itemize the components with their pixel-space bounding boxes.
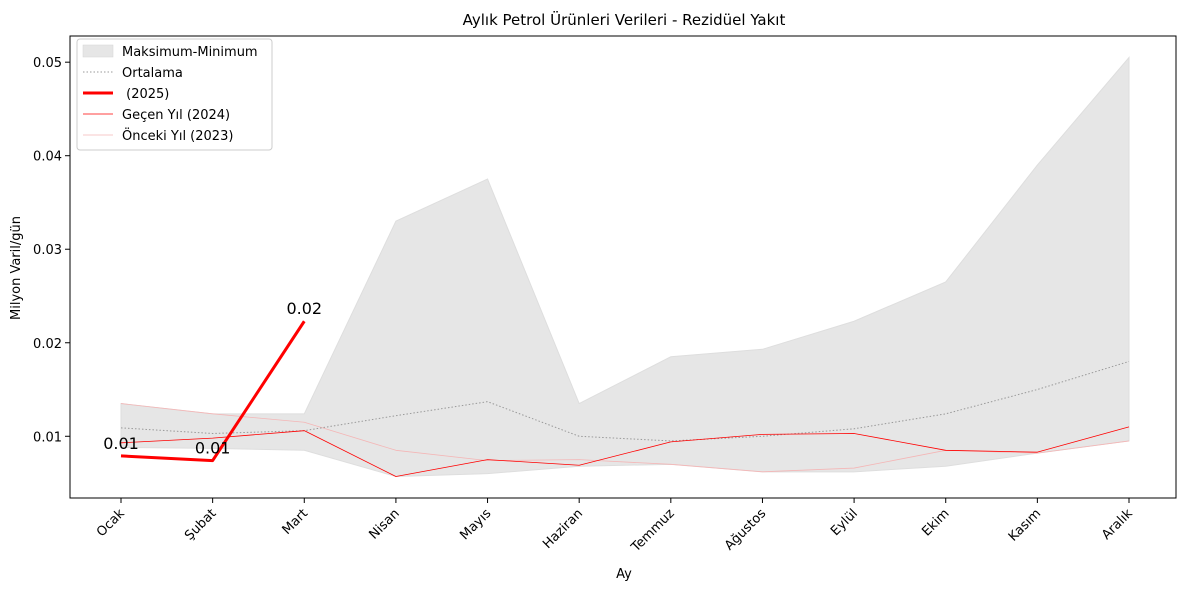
data-label: 0.01 (195, 439, 231, 458)
x-tick-label: Nisan (366, 506, 402, 542)
chart-title: Aylık Petrol Ürünleri Verileri - Rezidüe… (463, 10, 786, 29)
y-tick-label: 0.01 (33, 430, 62, 445)
series-layer (120, 320, 1130, 477)
y-tick-label: 0.03 (33, 243, 62, 258)
y-axis-title: Milyon Varil/gün (9, 216, 24, 320)
y-tick-label: 0.02 (33, 337, 62, 352)
x-tick-label: Mayıs (457, 506, 494, 543)
legend-box (76, 38, 273, 151)
x-axis-title: Ay (616, 567, 632, 582)
x-tick-label: Ocak (94, 506, 128, 540)
x-tick-label: Haziran (540, 506, 586, 552)
x-tick-label: Mart (280, 506, 312, 538)
series-line-1 (120, 320, 306, 463)
legend-swatch-band (82, 44, 114, 58)
series-line-0 (120, 360, 1130, 442)
x-tick-label: Aralık (1099, 506, 1136, 543)
x-axis: Ocak Şubat Mart Nisan Mayıs Haziran Temmuz Ağus… (94, 498, 1136, 556)
legend-label-band: Maksimum-Minimum (122, 45, 258, 60)
data-label: 0.01 (103, 434, 139, 453)
x-tick-label: Şubat (182, 506, 219, 543)
x-tick-label: Eylül (828, 506, 861, 539)
data-label: 0.02 (286, 299, 322, 318)
plot-frame (69, 35, 1177, 499)
y-tick-label: 0.05 (33, 56, 62, 71)
x-tick-label: Ağustos (722, 506, 770, 554)
legend-label-2025: (2025) (122, 87, 169, 102)
series-line-2 (120, 426, 1130, 477)
x-tick-label: Ekim (919, 506, 952, 539)
legend: Maksimum-Minimum Ortalama (2025) Geçen Y… (76, 38, 273, 151)
y-tick-label: 0.04 (33, 150, 62, 165)
legend-label-average: Ortalama (122, 66, 183, 81)
x-tick-label: Kasım (1006, 506, 1044, 544)
x-tick-label: Temmuz (628, 506, 678, 556)
legend-label-2024: Geçen Yıl (2024) (122, 108, 230, 123)
data-label-layer: 0.01 0.01 0.02 (103, 299, 322, 457)
legend-label-2023: Önceki Yıl (2023) (122, 127, 233, 144)
y-axis: 0.01 0.02 0.03 0.04 0.05 (33, 56, 70, 445)
